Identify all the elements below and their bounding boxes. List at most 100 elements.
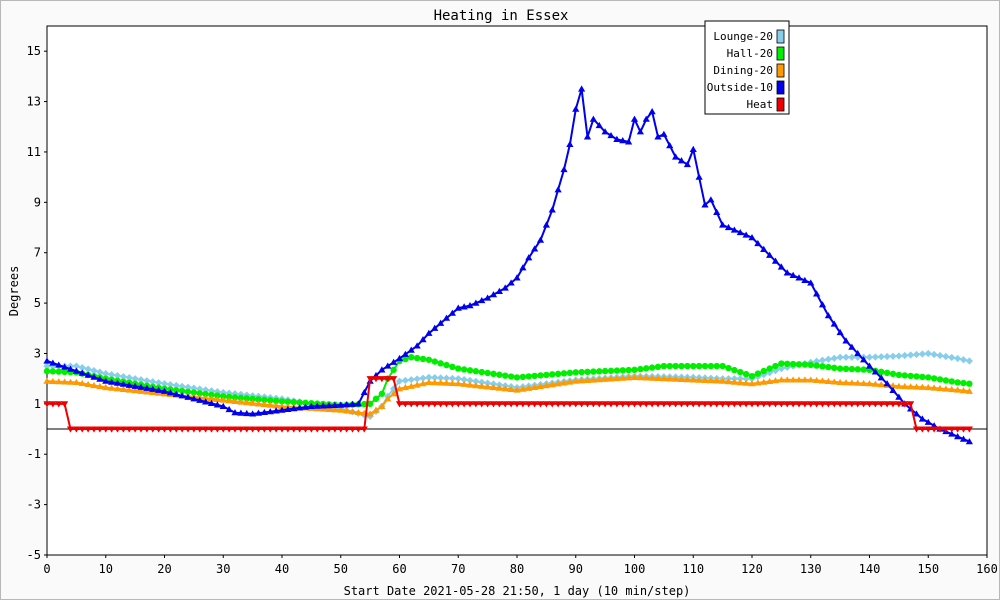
data-point	[936, 426, 944, 433]
data-point	[378, 366, 386, 373]
data-point	[965, 357, 973, 365]
data-point	[666, 375, 674, 382]
data-point	[155, 426, 163, 433]
data-point	[566, 401, 574, 408]
x-tick-label: 80	[510, 562, 524, 576]
series-heat	[43, 376, 973, 433]
data-point	[883, 401, 891, 408]
data-point	[924, 383, 932, 391]
data-point	[672, 375, 680, 382]
data-point	[160, 380, 169, 388]
data-point	[719, 377, 727, 384]
data-point	[507, 401, 515, 408]
data-point	[413, 401, 421, 408]
x-tick-label: 40	[275, 562, 289, 576]
data-point	[301, 403, 310, 410]
data-point	[108, 371, 116, 379]
data-point	[390, 376, 398, 383]
data-point	[207, 399, 216, 406]
data-point	[754, 370, 762, 377]
data-point	[731, 366, 738, 374]
data-point	[419, 355, 427, 363]
data-point	[818, 356, 827, 364]
data-point	[707, 401, 715, 408]
data-point	[319, 426, 327, 433]
data-point	[331, 401, 339, 408]
data-point	[184, 393, 192, 400]
data-point	[267, 397, 274, 404]
data-point	[865, 401, 874, 408]
data-point	[331, 426, 339, 433]
data-point	[959, 387, 968, 394]
data-point	[619, 401, 627, 408]
data-point	[683, 160, 691, 168]
data-point	[619, 367, 626, 374]
data-point	[742, 375, 750, 383]
data-point	[683, 401, 691, 408]
x-tick-label: 110	[682, 562, 704, 576]
y-axis-label: Degrees	[7, 266, 21, 317]
data-point	[208, 391, 215, 398]
data-point	[895, 401, 903, 408]
data-point	[331, 406, 339, 413]
data-point	[601, 401, 609, 408]
data-point	[454, 375, 462, 383]
y-tick-label: 5	[34, 296, 41, 310]
data-point	[736, 401, 744, 408]
data-point	[613, 401, 621, 408]
data-point	[942, 352, 950, 361]
data-point	[366, 400, 374, 408]
data-point	[143, 426, 151, 433]
data-point	[178, 382, 186, 390]
data-point	[119, 385, 127, 392]
data-point	[607, 131, 615, 139]
data-point	[883, 369, 891, 377]
data-point	[666, 401, 674, 408]
data-point	[125, 381, 133, 388]
data-point	[677, 375, 686, 383]
data-point	[889, 382, 897, 389]
data-point	[760, 245, 768, 252]
series-outside-10	[43, 85, 973, 445]
data-point	[677, 157, 686, 164]
legend-swatch	[776, 46, 785, 61]
data-point	[801, 376, 809, 383]
data-point	[166, 389, 174, 396]
x-tick-label: 60	[392, 562, 406, 576]
data-point	[225, 426, 233, 433]
data-point	[501, 401, 509, 408]
data-point	[625, 366, 632, 374]
data-point	[302, 399, 309, 407]
data-point	[43, 362, 51, 370]
data-point	[231, 426, 239, 433]
data-point	[390, 390, 398, 397]
data-point	[348, 408, 357, 415]
data-point	[566, 369, 574, 377]
data-point	[407, 346, 415, 353]
data-point	[337, 426, 345, 433]
data-point	[43, 367, 51, 375]
data-point	[630, 115, 639, 122]
data-point	[284, 398, 292, 405]
data-point	[213, 401, 221, 408]
data-point	[531, 401, 539, 408]
data-point	[178, 426, 186, 433]
data-point	[607, 367, 615, 375]
data-point	[601, 128, 609, 135]
data-point	[542, 381, 550, 389]
data-point	[408, 354, 415, 361]
data-point	[936, 351, 944, 360]
data-point	[701, 376, 709, 384]
data-point	[437, 401, 445, 408]
tick-labels: 0 10 20 30 40 50 60 70 80 90 100 110 120 130 140 150 160…	[27, 44, 998, 576]
data-point	[125, 426, 133, 433]
data-point	[460, 375, 468, 384]
data-point	[143, 384, 151, 391]
data-point	[531, 245, 539, 252]
data-point	[113, 426, 122, 433]
data-point	[625, 138, 633, 145]
data-point	[818, 301, 827, 308]
data-point	[636, 401, 644, 408]
data-point	[472, 368, 480, 375]
data-point	[354, 400, 362, 407]
